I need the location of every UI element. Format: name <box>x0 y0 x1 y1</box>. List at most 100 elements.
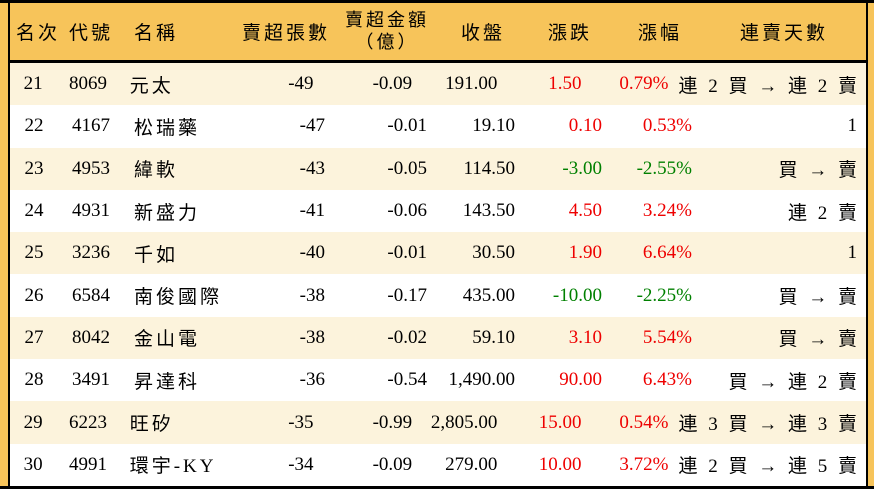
cell-code: 3236 <box>72 242 110 264</box>
cell-close: 1,490.00 <box>448 369 516 391</box>
cell-streak: 買 → 賣 <box>778 287 860 309</box>
table-header: 名次 代號 名稱 賣超張數 賣超金額 （億） 收盤 漲跌 漲幅 連賣天數 <box>10 3 866 63</box>
cell-name: 昇達科 <box>134 371 201 393</box>
cell-streak: 買 → 賣 <box>778 160 860 182</box>
cell-change: 4.50 <box>568 200 602 222</box>
cell-rank: 23 <box>24 157 44 179</box>
cell-volume: -40 <box>299 242 325 264</box>
cell-change: 10.00 <box>538 453 582 475</box>
cell-streak: 連 2 賣 <box>787 202 860 224</box>
cell-code: 4953 <box>72 157 110 179</box>
cell-amount: -0.54 <box>387 369 427 391</box>
column-header-close: 收盤 <box>460 23 505 44</box>
cell-name: 千如 <box>134 244 179 266</box>
table-row: 24 4931 新盛力 -41 -0.06 143.50 4.50 3.24% 連 2 賣 <box>10 189 866 233</box>
table-row: 22 4167 松瑞藥 -47 -0.01 19.10 0.10 0.53% 1 <box>10 105 866 148</box>
cell-code: 3491 <box>72 369 110 391</box>
cell-pct: 0.79% <box>619 73 669 95</box>
column-header-volume: 賣超張數 <box>242 23 331 44</box>
cell-close: 191.00 <box>445 73 498 95</box>
cell-change: 1.50 <box>548 73 582 95</box>
left-frame-strip <box>0 3 10 486</box>
cell-name: 元太 <box>129 75 174 97</box>
cell-name: 旺矽 <box>129 414 174 436</box>
right-frame-strip <box>866 3 874 486</box>
cell-name: 南俊國際 <box>134 287 223 309</box>
cell-close: 114.50 <box>463 157 515 179</box>
cell-close: 279.00 <box>445 453 498 475</box>
table-row: 28 3491 昇達科 -36 -0.54 1,490.00 90.00 6.43% 買 → 連… <box>10 359 866 402</box>
cell-volume: -36 <box>299 369 325 391</box>
table-row: 30 4991 環宇-KY -34 -0.09 279.00 10.00 3.72% 連 2 買… <box>10 443 866 486</box>
cell-close: 2,805.00 <box>430 411 498 433</box>
cell-pct: 3.72% <box>619 453 669 475</box>
cell-change: 15.00 <box>538 411 582 433</box>
cell-code: 8069 <box>68 73 107 95</box>
cell-rank: 25 <box>24 242 44 264</box>
cell-amount: -0.09 <box>372 73 413 95</box>
cell-rank: 29 <box>23 411 43 433</box>
cell-pct: 0.54% <box>619 411 669 433</box>
cell-name: 環宇-KY <box>129 456 217 478</box>
cell-change: -10.00 <box>552 284 602 306</box>
cell-change: 90.00 <box>559 369 602 391</box>
cell-name: 緯軟 <box>134 160 179 182</box>
cell-streak: 1 <box>847 242 860 264</box>
cell-change: 0.10 <box>568 115 602 137</box>
cell-change: 1.90 <box>568 242 602 264</box>
cell-pct: 3.24% <box>642 200 692 222</box>
cell-change: 3.10 <box>568 326 602 348</box>
cell-pct: -2.25% <box>636 284 692 306</box>
cell-rank: 27 <box>24 326 44 348</box>
cell-pct: 5.54% <box>642 326 692 348</box>
cell-close: 30.50 <box>472 242 515 264</box>
cell-code: 4931 <box>72 200 110 222</box>
table-row: 29 6223 旺矽 -35 -0.99 2,805.00 15.00 0.54% 連 3 買 … <box>10 401 866 444</box>
cell-streak: 連 2 買 → 連 2 賣 <box>678 75 860 97</box>
cell-streak: 連 3 買 → 連 3 賣 <box>678 414 860 436</box>
column-header-rank: 名次 <box>16 23 61 44</box>
cell-volume: -38 <box>299 326 325 348</box>
cell-pct: 6.43% <box>642 369 692 391</box>
cell-pct: 6.64% <box>642 242 692 264</box>
cell-name: 松瑞藥 <box>134 117 201 139</box>
column-header-pct: 漲幅 <box>637 23 682 44</box>
cell-amount: -0.02 <box>387 326 427 348</box>
column-header-streak: 連賣天數 <box>739 23 828 44</box>
cell-amount: -0.01 <box>387 115 427 137</box>
cell-change: -3.00 <box>562 157 602 179</box>
table-row: 27 8042 金山電 -38 -0.02 59.10 3.10 5.54% 買 → 賣 <box>10 316 866 360</box>
cell-volume: -47 <box>299 115 325 137</box>
cell-code: 6223 <box>68 411 107 433</box>
cell-volume: -34 <box>288 453 314 475</box>
cell-streak: 1 <box>847 115 860 137</box>
cell-close: 19.10 <box>472 115 515 137</box>
column-header-label: 賣超金額 <box>345 10 429 31</box>
table-body-area: 名次 代號 名稱 賣超張數 賣超金額 （億） 收盤 漲跌 漲幅 連賣天數 21 8069 元太 -49 -… <box>10 3 866 486</box>
cell-volume: -41 <box>299 200 325 222</box>
column-header-code: 代號 <box>68 23 113 44</box>
cell-rank: 30 <box>23 453 43 475</box>
cell-code: 6584 <box>72 284 110 306</box>
cell-amount: -0.09 <box>372 453 413 475</box>
table-row: 21 8069 元太 -49 -0.09 191.00 1.50 0.79% 連 2 買 → 連… <box>10 63 866 106</box>
column-header-name: 名稱 <box>134 23 179 44</box>
cell-rank: 28 <box>24 369 44 391</box>
cell-close: 435.00 <box>462 284 515 306</box>
cell-rank: 26 <box>24 284 44 306</box>
cell-code: 8042 <box>72 326 110 348</box>
cell-streak: 買 → 賣 <box>778 329 860 351</box>
table-row: 26 6584 南俊國際 -38 -0.17 435.00 -10.00 -2.25% 買 → … <box>10 274 866 317</box>
cell-pct: 0.53% <box>642 115 692 137</box>
cell-name: 金山電 <box>134 329 201 351</box>
cell-close: 143.50 <box>462 200 515 222</box>
cell-code: 4167 <box>72 115 110 137</box>
cell-amount: -0.05 <box>387 157 427 179</box>
cell-rank: 22 <box>24 115 44 137</box>
cell-streak: 連 2 買 → 連 5 賣 <box>678 456 860 478</box>
cell-volume: -49 <box>288 73 314 95</box>
column-header-sublabel: （億） <box>355 31 419 52</box>
cell-amount: -0.06 <box>387 200 427 222</box>
cell-rank: 24 <box>24 200 44 222</box>
